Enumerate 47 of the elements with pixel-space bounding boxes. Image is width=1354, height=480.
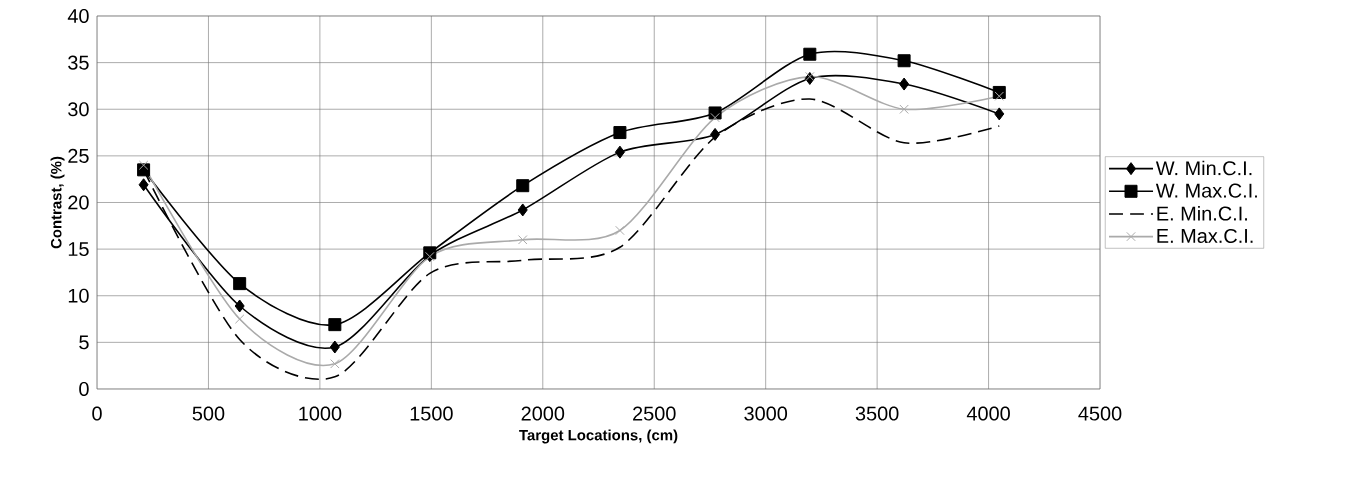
point <box>710 112 720 123</box>
x-tick-label: 3500 <box>855 406 899 421</box>
point <box>234 314 245 324</box>
point <box>614 145 625 159</box>
legend-label: W. Min.C.I. <box>1155 160 1252 176</box>
x-tick-label: 1000 <box>299 406 342 421</box>
legend-label: E. Min.C.I. <box>1157 205 1247 221</box>
point <box>803 47 817 61</box>
y-tick-label: 30 <box>68 102 89 117</box>
point <box>899 104 909 114</box>
point <box>517 235 528 245</box>
y-tick-label: 20 <box>68 195 89 210</box>
point <box>330 359 340 369</box>
point <box>329 340 340 354</box>
point <box>138 160 149 170</box>
x-tick-label: 1500 <box>410 406 453 421</box>
x-tick-label: 3000 <box>744 406 788 421</box>
legend-label: W. Max.C.I. <box>1155 183 1257 198</box>
point <box>138 178 149 192</box>
point <box>516 179 530 193</box>
point <box>328 318 342 332</box>
y-tick-label: 5 <box>79 335 89 350</box>
y-tick-label: 10 <box>68 288 89 303</box>
point <box>897 54 911 68</box>
legend-label: E. Max.C.I. <box>1157 228 1253 243</box>
y-tick-label: 15 <box>68 242 89 257</box>
x-tick-label: 4000 <box>966 406 1010 421</box>
point <box>994 107 1005 121</box>
point <box>994 91 1005 101</box>
point <box>615 225 625 236</box>
x-tick-label: 4500 <box>1078 406 1122 421</box>
y-tick-label: 40 <box>67 8 89 24</box>
point <box>233 277 247 291</box>
point <box>517 203 528 217</box>
point <box>710 127 721 141</box>
x-tick-label: 2000 <box>521 406 565 421</box>
point <box>899 77 910 91</box>
x-tick-label: 0 <box>92 406 102 421</box>
y-axis-title: Contrast, (%) <box>50 156 65 249</box>
y-tick-label: 25 <box>68 148 89 163</box>
point <box>234 299 245 313</box>
y-tick-label: 35 <box>68 55 89 70</box>
x-axis-title: Target Locations, (cm) <box>519 429 678 444</box>
y-tick-label: 0 <box>79 381 89 397</box>
x-tick-label: 500 <box>192 406 225 421</box>
point <box>613 126 627 140</box>
x-tick-label: 2500 <box>633 406 676 421</box>
